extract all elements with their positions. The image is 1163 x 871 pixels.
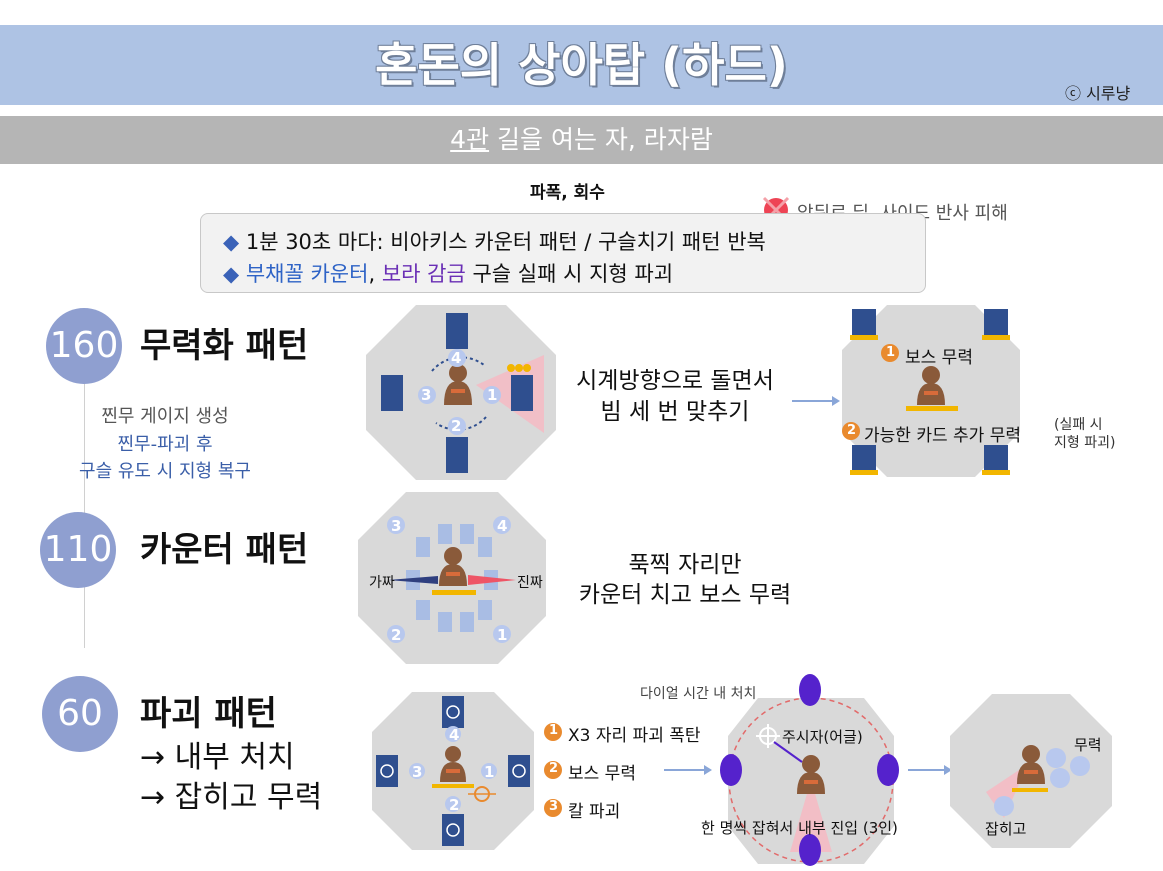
phase-110-desc2: 카운터 치고 보스 무력 bbox=[578, 582, 792, 608]
arena-60-label-4: 4 bbox=[449, 726, 460, 744]
boss-icon bbox=[439, 547, 467, 586]
boss-icon bbox=[1017, 745, 1045, 784]
subtitle-text: 길을 여는 자, 라자람 bbox=[489, 125, 713, 154]
step-num-3: 3 bbox=[549, 799, 559, 814]
phase-160-sub3: 구슬 유도 시 지형 복구 bbox=[79, 461, 251, 482]
arena-160-label-4: 4 bbox=[451, 349, 462, 367]
corner-4: 4 bbox=[497, 517, 508, 535]
step-bomb: X3 자리 파괴 폭탄 bbox=[568, 726, 701, 746]
phase-60-sub1: → 내부 처치 bbox=[140, 740, 295, 775]
grabbed-label: 잡히고 bbox=[985, 820, 1027, 838]
step-2-number: 2 bbox=[847, 423, 857, 438]
phase-60-circle: 60 bbox=[42, 676, 118, 752]
boss-icon bbox=[444, 364, 472, 405]
phase-110-title: 카운터 패턴 bbox=[140, 530, 309, 570]
boss-icon bbox=[440, 746, 466, 782]
arrow-right-icon bbox=[792, 396, 840, 406]
phase-160-desc2: 빔 세 번 맞추기 bbox=[600, 399, 750, 425]
result-step-1: 보스 무력 bbox=[905, 348, 973, 368]
arena-60-label-3: 3 bbox=[412, 763, 423, 781]
arena-160-label-3: 3 bbox=[421, 386, 432, 404]
info-line-2: ◆ 부채꼴 카운터, 보라 감금 구슬 실패 시 지형 파괴 bbox=[223, 258, 673, 288]
stun-label: 무력 bbox=[1074, 736, 1102, 754]
phase-160-sub2: 찐무-파괴 후 bbox=[117, 434, 213, 455]
head-note: 파폭, 회수 bbox=[530, 183, 605, 203]
fake-label: 가짜 bbox=[369, 575, 395, 591]
phase-160-sub1: 찐무 게이지 생성 bbox=[101, 406, 229, 427]
inside-entry-label: 한 명씩 잡혀서 내부 진입 (3인) bbox=[701, 819, 898, 837]
step-num-2: 2 bbox=[549, 761, 559, 776]
boss-icon bbox=[797, 755, 825, 794]
purple-jail-text: 보라 감금 bbox=[381, 262, 466, 286]
arena-60 bbox=[372, 692, 534, 850]
credit-label: ⓒ 시루냥 bbox=[1065, 84, 1131, 103]
arena-160-label-1: 1 bbox=[487, 386, 498, 404]
crosshair-icon bbox=[756, 724, 780, 748]
arena-160-result bbox=[842, 305, 1020, 477]
diamond-icon: ◆ bbox=[223, 262, 240, 286]
info-line-1: ◆ 1분 30초 마다: 비아키스 카운터 패턴 / 구슬치기 패턴 반복 bbox=[223, 226, 766, 256]
arena-60-inside bbox=[720, 674, 899, 866]
step-1-number: 1 bbox=[886, 345, 896, 360]
phase-160-circle: 160 bbox=[46, 308, 122, 384]
arrow-right-icon bbox=[908, 765, 952, 775]
info-line-1-text: 1분 30초 마다: 비아키스 카운터 패턴 / 구슬치기 패턴 반복 bbox=[245, 230, 766, 254]
diamond-icon: ◆ bbox=[223, 230, 240, 254]
card bbox=[381, 375, 403, 411]
corner-2: 2 bbox=[391, 626, 402, 644]
arena-160-label-2: 2 bbox=[451, 417, 462, 435]
subtitle-number: 4관 bbox=[450, 125, 490, 154]
card bbox=[511, 375, 533, 411]
purple-orb bbox=[799, 674, 821, 706]
phase-60-title: 파괴 패턴 bbox=[140, 694, 277, 734]
arena-160 bbox=[366, 305, 556, 480]
info-box: ◆ 1분 30초 마다: 비아키스 카운터 패턴 / 구슬치기 패턴 반복 ◆ … bbox=[200, 213, 926, 293]
purple-orb bbox=[720, 754, 742, 786]
step-stun: 보스 무력 bbox=[568, 764, 636, 784]
fail-note-2: 지형 파괴) bbox=[1054, 435, 1116, 451]
fail-note-1: (실패 시 bbox=[1054, 417, 1103, 433]
card bbox=[446, 437, 468, 473]
phase-110-circle: 110 bbox=[40, 512, 116, 588]
arrow-right-icon bbox=[664, 765, 712, 775]
timeline-line bbox=[84, 318, 85, 648]
subtitle-bar bbox=[0, 116, 1163, 164]
arena-60-label-1: 1 bbox=[484, 763, 495, 781]
step-numbers bbox=[544, 723, 562, 817]
comma-text: , bbox=[368, 262, 382, 286]
card bbox=[446, 313, 468, 349]
phase-160-title: 무력화 패턴 bbox=[140, 326, 309, 366]
result-step-2: 가능한 카드 추가 무력 bbox=[864, 426, 1021, 446]
step-num-1: 1 bbox=[549, 723, 559, 738]
corner-3: 3 bbox=[391, 517, 402, 535]
phase-160-desc1: 시계방향으로 돌면서 bbox=[576, 368, 774, 394]
step-sword: 칼 파괴 bbox=[568, 802, 621, 822]
arena-60-label-2: 2 bbox=[449, 796, 460, 814]
phase-110-desc1: 푹찍 자리만 bbox=[628, 552, 742, 578]
beam-cone bbox=[476, 355, 544, 433]
fan-counter-text: 부채꼴 카운터 bbox=[245, 262, 369, 286]
purple-orb bbox=[877, 754, 899, 786]
arena-60-final bbox=[950, 694, 1112, 848]
arena-110 bbox=[358, 492, 546, 664]
page-title: 혼돈의 상아탑 (하드) bbox=[375, 38, 788, 92]
info-line-2-rest: 구슬 실패 시 지형 파괴 bbox=[465, 262, 674, 286]
corner-1: 1 bbox=[497, 626, 508, 644]
purple-orb bbox=[799, 834, 821, 866]
title-bar bbox=[0, 25, 1163, 105]
real-label: 진짜 bbox=[517, 575, 543, 591]
phase-60-sub2: → 잡히고 무력 bbox=[140, 780, 323, 815]
subtitle: 4관 길을 여는 자, 라자람 bbox=[0, 116, 1163, 164]
watcher-label: 주시자(어글) bbox=[782, 728, 863, 746]
boss-icon bbox=[917, 366, 945, 405]
dial-label: 다이얼 시간 내 처치 bbox=[640, 686, 757, 702]
